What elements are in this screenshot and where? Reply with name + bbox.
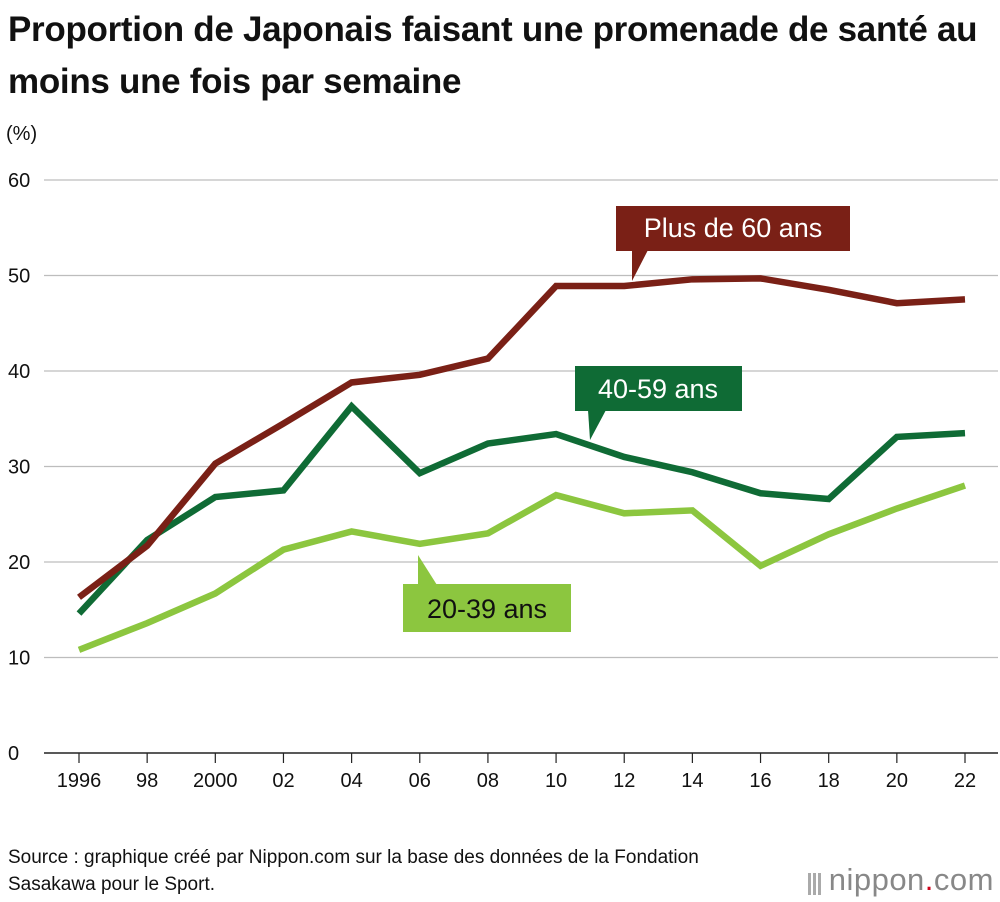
y-axis-label: (%) (6, 123, 37, 145)
x-tick-label: 08 (477, 770, 499, 792)
x-tick-label: 18 (818, 770, 840, 792)
series-line-plus-de-60-ans (77, 275, 966, 600)
y-tick-label: 30 (8, 457, 30, 479)
logo-bars-icon (807, 864, 823, 900)
y-tick-label: 40 (8, 361, 30, 383)
x-tick-label: 16 (749, 770, 771, 792)
legend-20-39-ans: 20-39 ans (403, 555, 571, 632)
y-tick-label: 10 (8, 648, 30, 670)
legend-40-59-ans: 40-59 ans (575, 366, 742, 440)
x-tick-label: 06 (409, 770, 431, 792)
x-tick-label: 22 (954, 770, 976, 792)
legend-plus-de-60-ans: Plus de 60 ans (616, 206, 850, 281)
y-tick-label: 50 (8, 266, 30, 288)
legend-label: 40-59 ans (598, 374, 718, 404)
legend-pointer (588, 410, 606, 440)
legend-label: Plus de 60 ans (644, 213, 823, 243)
legend-pointer (632, 250, 648, 281)
legend-box (403, 584, 571, 632)
x-tick-label: 20 (886, 770, 908, 792)
x-tick-label: 14 (681, 770, 703, 792)
x-tick-label: 02 (272, 770, 294, 792)
y-tick-label: 20 (8, 552, 30, 574)
legend-pointer (418, 555, 437, 585)
y-tick-label: 60 (8, 170, 30, 192)
source-note: Source : graphique créé par Nippon.com s… (8, 847, 699, 895)
y-tick-label: 0 (8, 743, 19, 765)
legend-box (575, 366, 742, 411)
x-tick-label: 04 (340, 770, 362, 792)
chart-title: Proportion de Japonais faisant une prome… (8, 10, 978, 101)
x-tick-label: 2000 (193, 770, 238, 792)
legend-box (616, 206, 850, 251)
x-tick-label: 98 (136, 770, 158, 792)
series-line-20-39-ans (77, 482, 967, 653)
series-line-40-59-ans (76, 401, 966, 616)
line-chart: (%) 0 10 20 30 40 50 60 1996 98 2000 02 04 06 08 10 12… (6, 123, 998, 792)
x-tick-label: 1996 (57, 770, 102, 792)
x-tick-label: 12 (613, 770, 635, 792)
nippon-logo: nippon.com (807, 862, 994, 900)
x-tick-label: 10 (545, 770, 567, 792)
legend-label: 20-39 ans (427, 594, 547, 624)
